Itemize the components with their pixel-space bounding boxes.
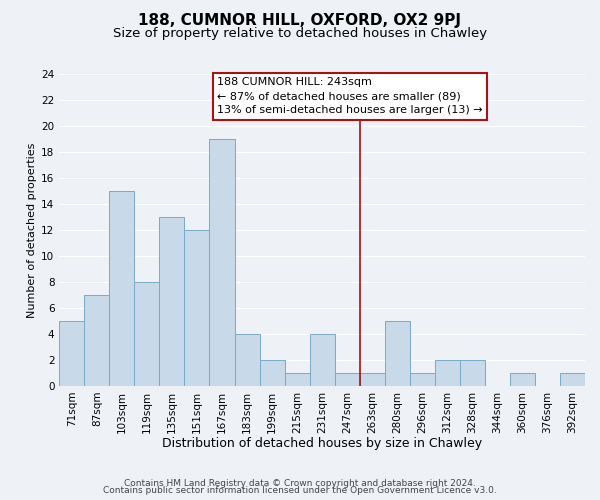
Bar [134, 282, 160, 386]
Bar [335, 373, 359, 386]
Bar [359, 373, 385, 386]
Bar [385, 321, 410, 386]
Bar [560, 373, 585, 386]
Bar [85, 295, 109, 386]
Bar [310, 334, 335, 386]
Bar [160, 217, 184, 386]
Bar [510, 373, 535, 386]
Bar [235, 334, 260, 386]
Bar [460, 360, 485, 386]
Text: Contains HM Land Registry data © Crown copyright and database right 2024.: Contains HM Land Registry data © Crown c… [124, 478, 476, 488]
Bar [435, 360, 460, 386]
Bar [109, 191, 134, 386]
Bar [184, 230, 209, 386]
X-axis label: Distribution of detached houses by size in Chawley: Distribution of detached houses by size … [162, 437, 482, 450]
Bar [209, 139, 235, 386]
Bar [410, 373, 435, 386]
Text: Size of property relative to detached houses in Chawley: Size of property relative to detached ho… [113, 28, 487, 40]
Y-axis label: Number of detached properties: Number of detached properties [27, 142, 37, 318]
Bar [260, 360, 284, 386]
Text: 188 CUMNOR HILL: 243sqm
← 87% of detached houses are smaller (89)
13% of semi-de: 188 CUMNOR HILL: 243sqm ← 87% of detache… [217, 77, 482, 115]
Bar [284, 373, 310, 386]
Text: Contains public sector information licensed under the Open Government Licence v3: Contains public sector information licen… [103, 486, 497, 495]
Text: 188, CUMNOR HILL, OXFORD, OX2 9PJ: 188, CUMNOR HILL, OXFORD, OX2 9PJ [139, 12, 461, 28]
Bar [59, 321, 85, 386]
